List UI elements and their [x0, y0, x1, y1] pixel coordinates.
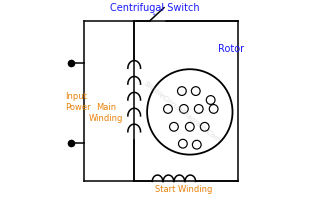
Text: Input
Power: Input Power	[65, 92, 90, 112]
Text: Centrifugal Switch: Centrifugal Switch	[110, 3, 200, 13]
Text: Rotor: Rotor	[218, 44, 244, 54]
Text: SimpleCircuitDiagram.Com: SimpleCircuitDiagram.Com	[143, 80, 222, 144]
Text: Main
Winding: Main Winding	[89, 103, 124, 123]
Text: Start Winding: Start Winding	[155, 185, 213, 194]
